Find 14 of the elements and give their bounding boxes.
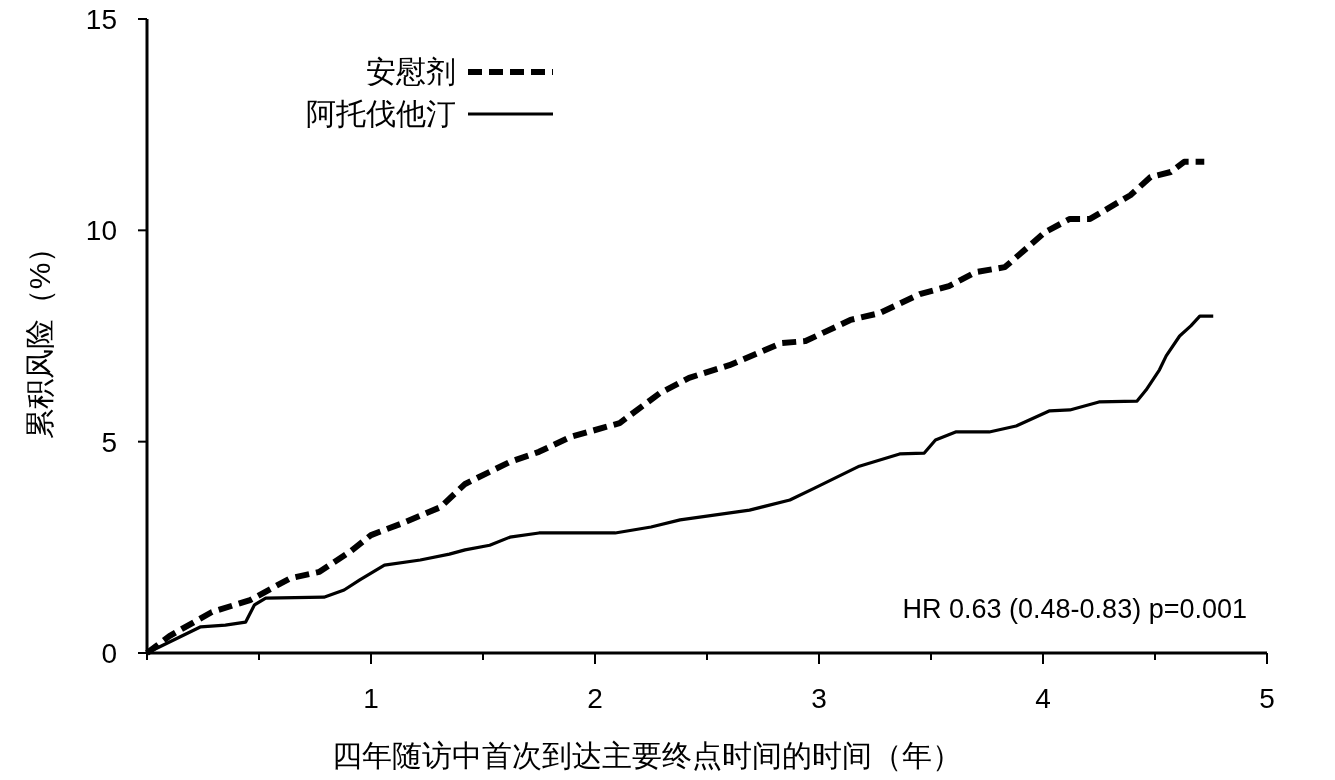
y-tick-label: 5: [101, 426, 117, 458]
x-axis-title: 四年随访中首次到达主要终点时间的时间（年）: [332, 739, 962, 772]
annotation: HR 0.63 (0.48-0.83) p=0.001: [902, 594, 1247, 624]
legend-label: 安慰剂: [366, 55, 456, 88]
legend-label: 阿托伐他汀: [306, 97, 456, 130]
x-tick-label: 1: [363, 683, 379, 714]
x-tick-label: 3: [811, 683, 827, 714]
x-tick-label: 2: [587, 683, 603, 714]
x-tick-label: 4: [1035, 683, 1051, 714]
y-tick-label: 0: [101, 638, 117, 669]
x-tick-label: 5: [1259, 683, 1275, 714]
y-tick-label: 10: [85, 215, 117, 247]
y-axis-title: 累积风险（%）: [23, 232, 56, 440]
y-tick-label: 15: [85, 4, 117, 35]
